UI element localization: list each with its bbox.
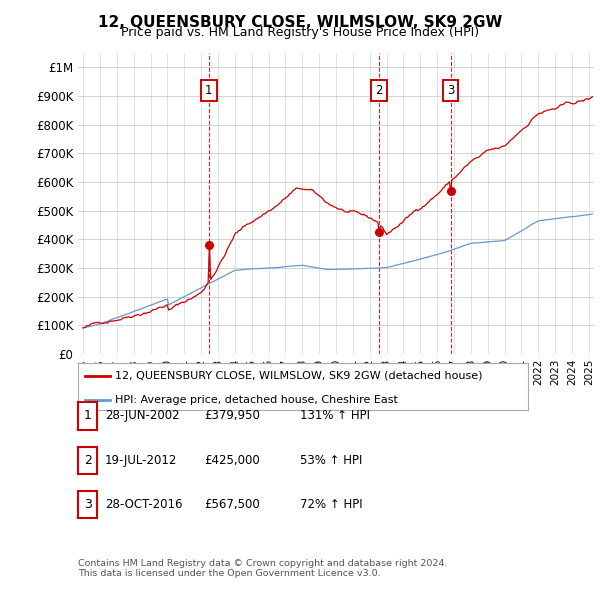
Text: 28-JUN-2002: 28-JUN-2002	[105, 409, 179, 422]
Text: 3: 3	[447, 84, 454, 97]
Text: 2: 2	[83, 454, 92, 467]
Text: 3: 3	[83, 498, 92, 511]
Text: Price paid vs. HM Land Registry's House Price Index (HPI): Price paid vs. HM Land Registry's House …	[121, 26, 479, 39]
Text: 131% ↑ HPI: 131% ↑ HPI	[300, 409, 370, 422]
Text: HPI: Average price, detached house, Cheshire East: HPI: Average price, detached house, Ches…	[115, 395, 398, 405]
Text: £425,000: £425,000	[204, 454, 260, 467]
Text: 2: 2	[375, 84, 383, 97]
Text: £567,500: £567,500	[204, 498, 260, 511]
Text: 1: 1	[205, 84, 212, 97]
Text: 1: 1	[83, 409, 92, 422]
Text: Contains HM Land Registry data © Crown copyright and database right 2024.: Contains HM Land Registry data © Crown c…	[78, 559, 448, 568]
Text: 12, QUEENSBURY CLOSE, WILMSLOW, SK9 2GW: 12, QUEENSBURY CLOSE, WILMSLOW, SK9 2GW	[98, 15, 502, 30]
Text: 28-OCT-2016: 28-OCT-2016	[105, 498, 182, 511]
Text: 12, QUEENSBURY CLOSE, WILMSLOW, SK9 2GW (detached house): 12, QUEENSBURY CLOSE, WILMSLOW, SK9 2GW …	[115, 371, 482, 381]
Text: 19-JUL-2012: 19-JUL-2012	[105, 454, 178, 467]
Text: 72% ↑ HPI: 72% ↑ HPI	[300, 498, 362, 511]
Text: £379,950: £379,950	[204, 409, 260, 422]
Text: 53% ↑ HPI: 53% ↑ HPI	[300, 454, 362, 467]
Text: This data is licensed under the Open Government Licence v3.0.: This data is licensed under the Open Gov…	[78, 569, 380, 578]
